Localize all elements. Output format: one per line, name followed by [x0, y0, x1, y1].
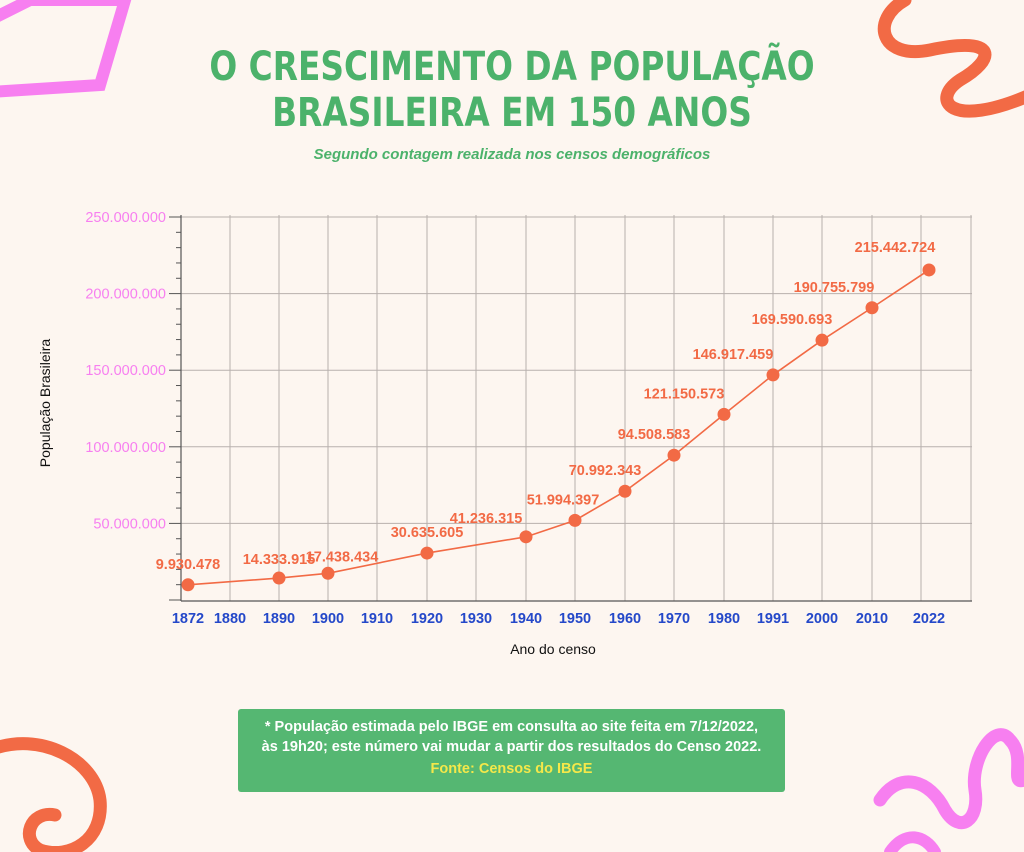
x-tick-label: 1980	[708, 611, 740, 627]
data-point	[922, 263, 936, 277]
data-point	[865, 301, 879, 315]
data-label: 190.755.799	[794, 280, 875, 296]
data-label: 30.635.605	[391, 525, 464, 541]
data-label: 169.590.693	[752, 312, 833, 328]
data-point	[272, 571, 286, 585]
data-point	[181, 578, 195, 592]
data-label: 51.994.397	[527, 492, 600, 508]
data-label: 146.917.459	[693, 347, 774, 363]
x-tick-label: 1900	[312, 611, 344, 627]
x-tick-label: 1970	[658, 611, 690, 627]
data-label: 17.438.434	[306, 549, 379, 565]
x-tick-label: 1920	[411, 611, 443, 627]
data-label: 94.508.583	[618, 427, 691, 443]
data-point	[568, 513, 582, 527]
data-point	[321, 566, 335, 580]
data-label: 9.930.478	[156, 557, 221, 573]
x-tick-label: 1950	[559, 611, 591, 627]
x-tick-label: 2000	[806, 611, 838, 627]
x-tick-label: 1890	[263, 611, 295, 627]
y-tick-label: 100.000.000	[85, 440, 166, 456]
orange-swirl-bottom-left	[0, 737, 107, 852]
data-label: 121.150.573	[644, 386, 725, 402]
x-tick-label: 1940	[510, 611, 542, 627]
orange-scribble-top-right	[877, 0, 1024, 118]
pink-scribble-bottom-right	[873, 728, 1024, 829]
data-point	[717, 407, 731, 421]
y-axis-title: População Brasileira	[37, 339, 53, 468]
y-tick-label: 250.000.000	[85, 210, 166, 226]
y-tick-label: 200.000.000	[85, 287, 166, 303]
data-point	[815, 333, 829, 347]
data-point	[667, 448, 681, 462]
x-tick-label: 1880	[214, 611, 246, 627]
data-point	[519, 530, 533, 544]
source-label: Fonte: Censos do IBGE	[430, 761, 593, 777]
data-point	[766, 368, 780, 382]
note-line-1: * População estimada pelo IBGE em consul…	[264, 719, 759, 735]
x-tick-label: 1930	[460, 611, 492, 627]
x-tick-label: 2022	[913, 611, 945, 627]
x-tick-label: 1910	[361, 611, 393, 627]
x-axis-title: Ano do censo	[510, 641, 596, 657]
data-label: 215.442.724	[855, 240, 936, 256]
chart-title-line-2: BRASILEIRA EM 150 ANOS	[272, 90, 752, 136]
data-point	[420, 546, 434, 560]
y-tick-label: 50.000.000	[93, 516, 166, 532]
line-chart: 50.000.000 100.000.000 150.000.000 200.000.…	[37, 210, 972, 657]
chart-title-line-1: O CRESCIMENTO DA POPULAÇÃO	[209, 44, 815, 90]
data-label: 14.333.915	[243, 552, 316, 568]
y-tick-label: 150.000.000	[85, 363, 166, 379]
chart-title: O CRESCIMENTO DA POPULAÇÃO BRASILEIRA EM…	[92, 44, 932, 136]
x-tick-label: 1960	[609, 611, 641, 627]
note-line-2: às 19h20; este número vai mudar a partir…	[261, 739, 762, 755]
data-label: 70.992.343	[569, 463, 642, 479]
pink-scribble-bottom-right-lower	[884, 831, 941, 852]
source-note-box: * População estimada pelo IBGE em consul…	[238, 709, 785, 792]
x-tick-label: 1991	[757, 611, 789, 627]
data-point	[618, 484, 632, 498]
x-tick-label: 2010	[856, 611, 888, 627]
data-label: 41.236.315	[450, 511, 523, 527]
x-tick-label: 1872	[172, 611, 204, 627]
chart-subtitle: Segundo contagem realizada nos censos de…	[313, 146, 711, 163]
pink-scribble-top-left	[0, 0, 132, 98]
